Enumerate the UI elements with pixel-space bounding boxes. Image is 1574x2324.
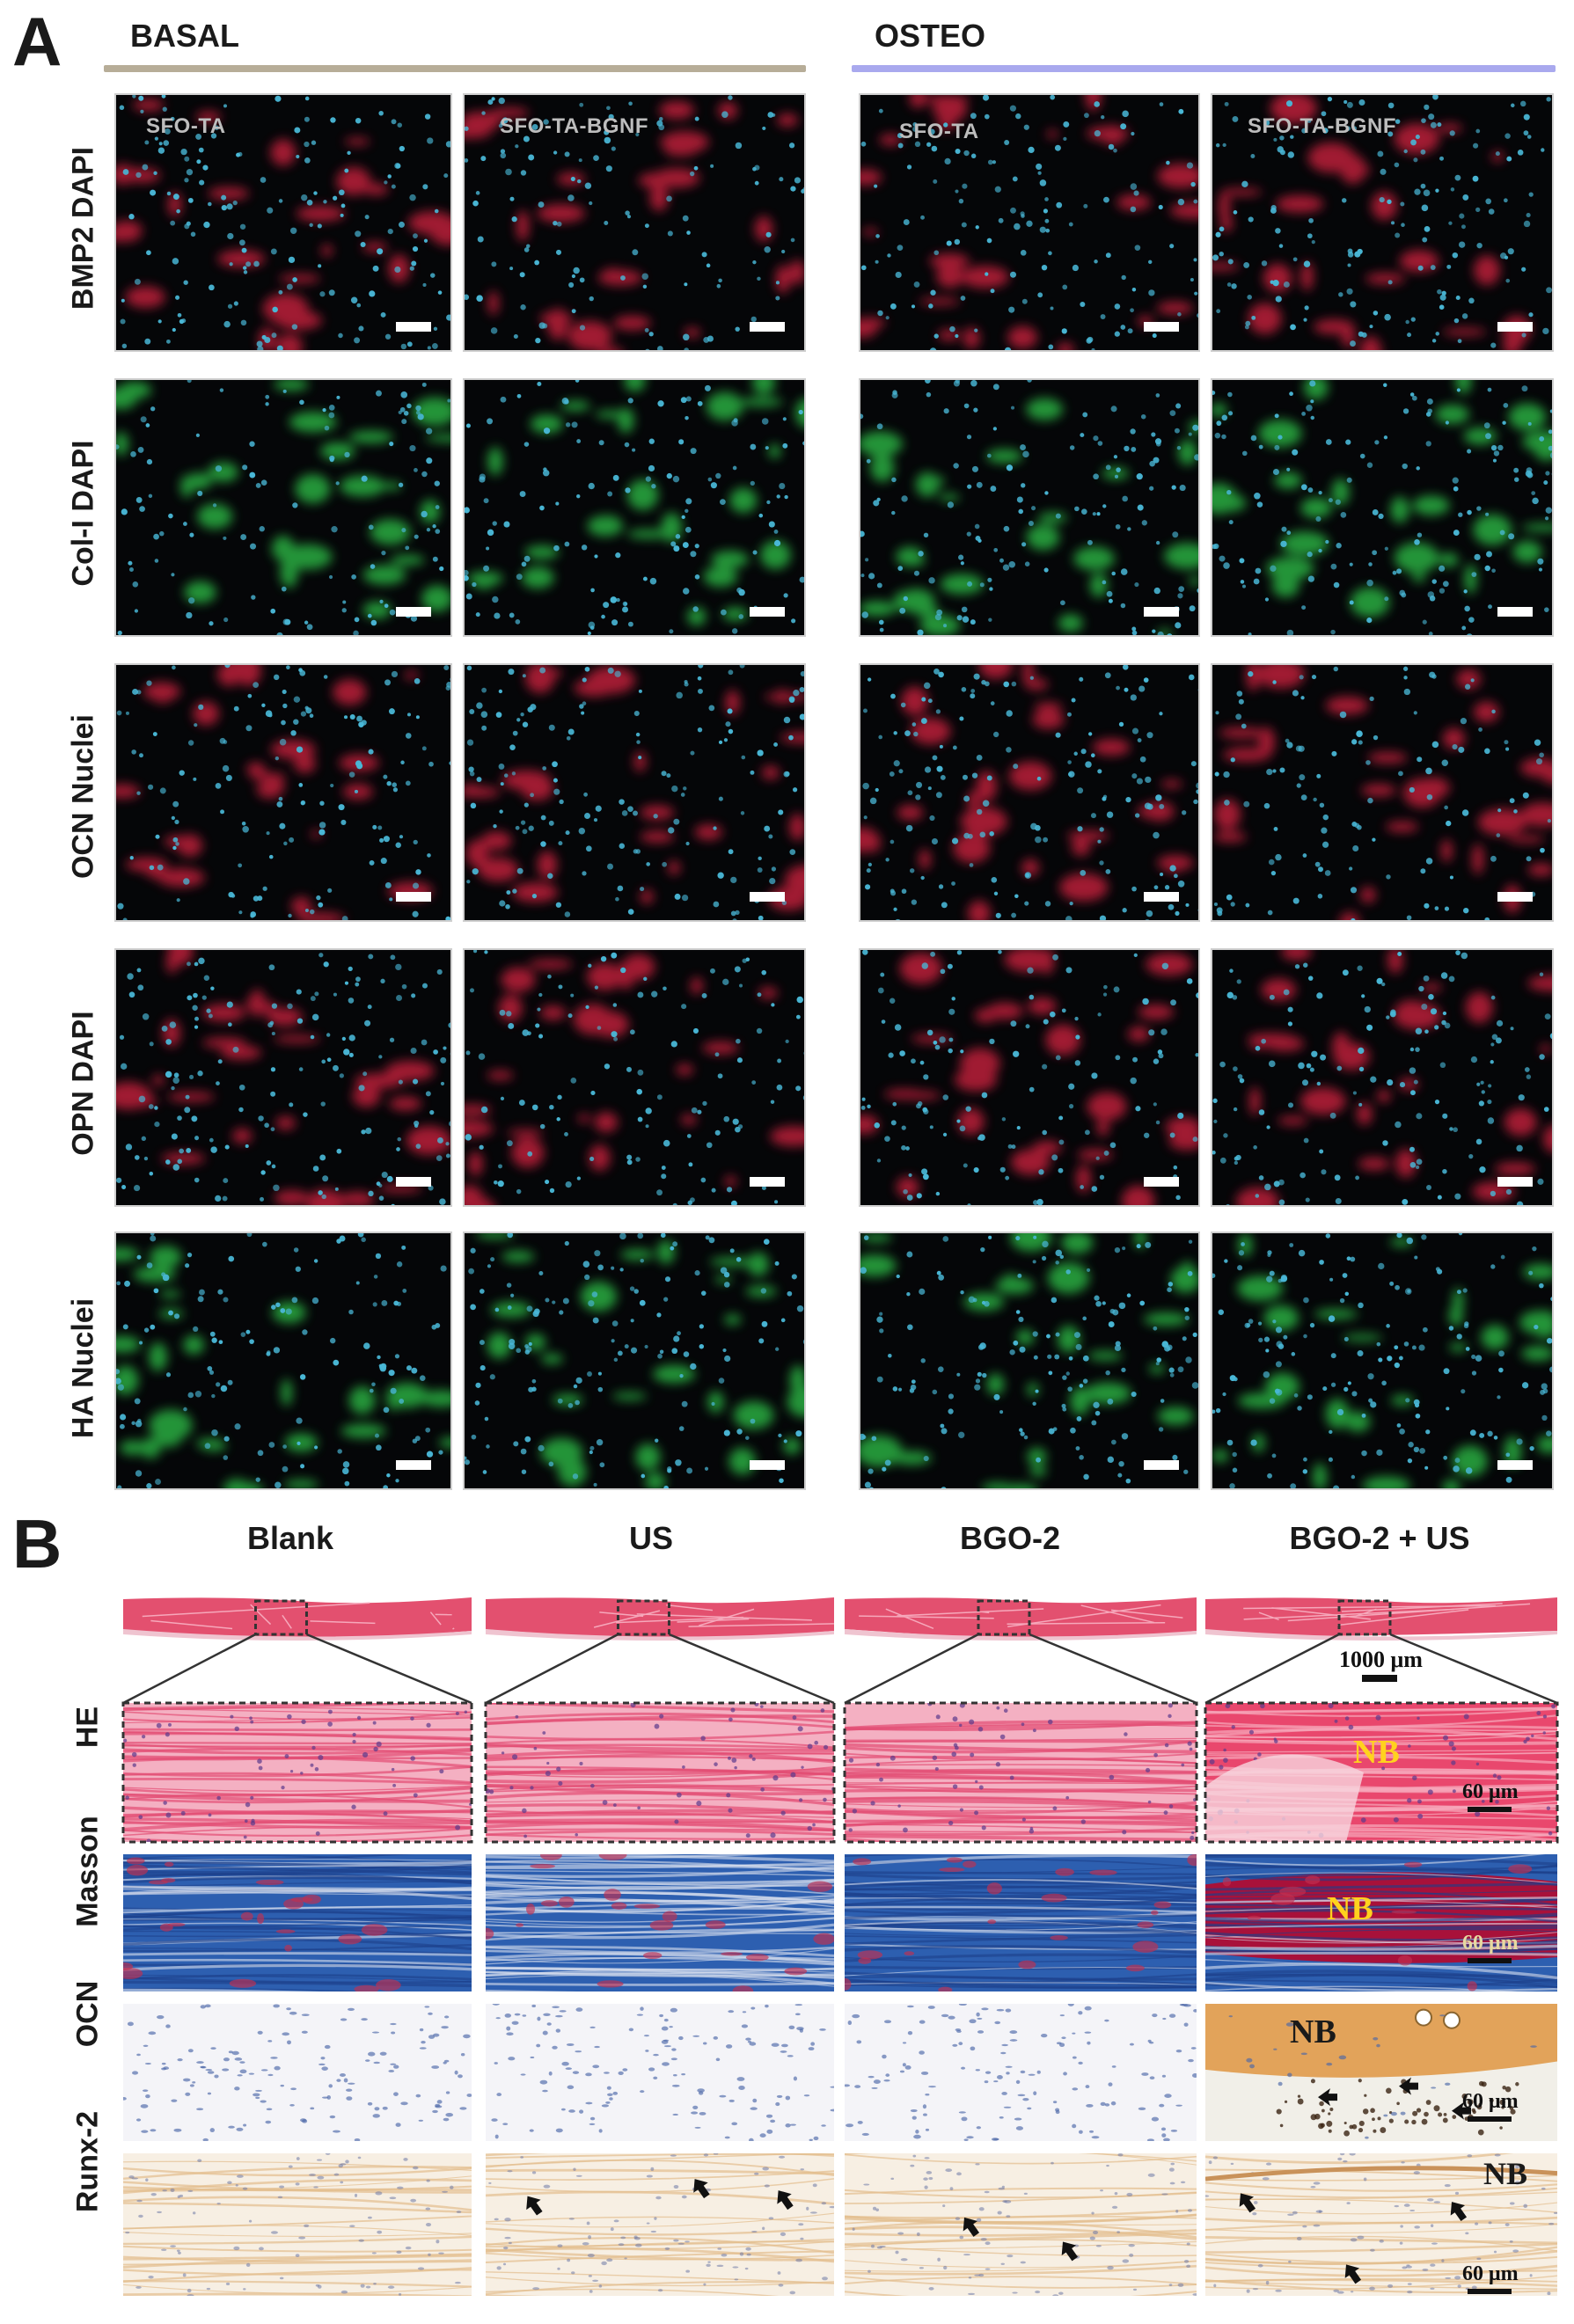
row-label-ha: HA Nuclei (66, 1297, 100, 1439)
fluorescence-image (859, 378, 1200, 637)
detail-scale-text-masson: 60 μm (1462, 1932, 1519, 1955)
detail-scale-bar-masson (1468, 1958, 1512, 1963)
row-label-runx2: Runx-2 (70, 2110, 105, 2213)
scale-bar (750, 1177, 785, 1187)
col-head-bgo2-us: BGO-2 + US (1289, 1520, 1470, 1556)
histology-image (123, 2004, 472, 2141)
overview-scale-bar (1362, 1675, 1397, 1682)
detail-scale-bar-ocn (1468, 2116, 1512, 2122)
fluorescence-image: SFO-TA-BGNF (1211, 93, 1554, 352)
condition-label: SFO-TA (146, 114, 226, 138)
scale-bar (396, 607, 431, 617)
histology-image (123, 1703, 472, 1842)
scale-bar (750, 1460, 785, 1470)
scale-bar (750, 322, 785, 332)
group-label-basal: BASAL (130, 18, 239, 54)
panel-a-letter: A (12, 3, 62, 80)
detail-scale-text-he: 60 μm (1462, 1780, 1519, 1803)
histology-image (1205, 1854, 1557, 1991)
overview-scale-text: 1000 μm (1339, 1647, 1423, 1672)
row-label-opn: OPN DAPI (66, 1011, 100, 1156)
scale-bar (1497, 607, 1533, 617)
fluorescence-image (1211, 378, 1554, 637)
scale-bar (750, 607, 785, 617)
histology-image (486, 2153, 834, 2296)
nb-label-runx2: NB (1483, 2156, 1528, 2191)
fluorescence-image: SFO-TA-BGNF (463, 93, 806, 352)
nb-label-masson: NB (1327, 1890, 1373, 1927)
detail-scale-text-runx2: 60 μm (1462, 2262, 1519, 2285)
detail-scale-bar-he (1468, 1807, 1512, 1812)
histology-image (845, 2004, 1197, 2141)
scale-bar (1144, 1460, 1179, 1470)
scale-bar (396, 322, 431, 332)
row-label-col1: Col-I DAPI (66, 440, 100, 587)
row-label-ocn: OCN Nuclei (66, 713, 100, 880)
scale-bar (1144, 322, 1179, 332)
overview-section (486, 1590, 834, 1647)
histology-image (845, 2153, 1197, 2296)
fluorescence-image (463, 948, 806, 1207)
fluorescence-image (463, 663, 806, 922)
fluorescence-image (463, 378, 806, 637)
fluorescence-image (859, 663, 1200, 922)
condition-label: SFO-TA (899, 120, 979, 143)
fluorescence-image (1211, 1231, 1554, 1490)
panel-b-letter: B (12, 1505, 62, 1582)
nb-label-he: NB (1353, 1734, 1400, 1771)
histology-image (845, 1854, 1197, 1991)
col-head-bgo2: BGO-2 (959, 1520, 1060, 1556)
fluorescence-image (114, 948, 452, 1207)
row-label-bmp2: BMP2 DAPI (66, 146, 100, 311)
fluorescence-image (1211, 948, 1554, 1207)
detail-scale-text-ocn: 60 μm (1462, 2090, 1519, 2113)
scale-bar (1497, 1460, 1533, 1470)
histology-image (1205, 1703, 1557, 1842)
col-head-us: US (628, 1520, 673, 1556)
histology-image (845, 1703, 1197, 1842)
group-line-basal (104, 65, 806, 72)
histology-image (486, 1854, 834, 1991)
scale-bar (750, 892, 785, 902)
scale-bar (1144, 1177, 1179, 1187)
fluorescence-image (114, 663, 452, 922)
condition-label: SFO-TA-BGNF (1248, 114, 1397, 138)
col-head-blank: Blank (246, 1520, 334, 1556)
fluorescence-image (114, 1231, 452, 1490)
fluorescence-image (1211, 663, 1554, 922)
histology-image (123, 2153, 472, 2296)
fluorescence-image: SFO-TA (114, 93, 452, 352)
scale-bar (396, 1177, 431, 1187)
fluorescence-image (114, 378, 452, 637)
scale-bar (1144, 892, 1179, 902)
scale-bar (396, 1460, 431, 1470)
fluorescence-image (859, 948, 1200, 1207)
group-line-osteo (852, 65, 1556, 72)
nb-label-ocn: NB (1290, 2013, 1336, 2050)
scale-bar (1497, 892, 1533, 902)
histology-image (1205, 2153, 1557, 2296)
histology-image (486, 2004, 834, 2141)
histology-image (123, 1854, 472, 1991)
scale-bar (1497, 1177, 1533, 1187)
scale-bar (1497, 322, 1533, 332)
group-label-osteo: OSTEO (875, 18, 986, 54)
scale-bar (1144, 607, 1179, 617)
detail-scale-bar-runx2 (1468, 2289, 1512, 2294)
fluorescence-image (463, 1231, 806, 1490)
histology-image (486, 1703, 834, 1842)
fluorescence-image: SFO-TA (859, 93, 1200, 352)
overview-section (845, 1590, 1197, 1647)
overview-section (123, 1590, 472, 1647)
fluorescence-image (859, 1231, 1200, 1490)
scale-bar (396, 892, 431, 902)
overview-section (1205, 1590, 1557, 1647)
condition-label: SFO-TA-BGNF (500, 114, 649, 138)
